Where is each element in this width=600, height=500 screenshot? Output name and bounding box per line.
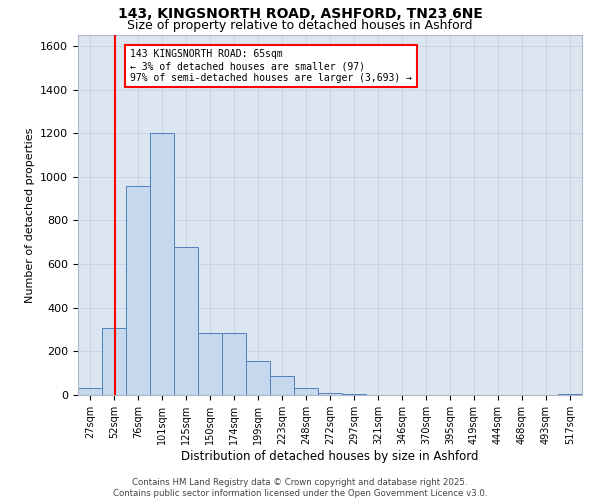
Bar xyxy=(558,394,582,395)
Bar xyxy=(318,393,342,395)
Bar xyxy=(270,376,294,395)
Text: Contains HM Land Registry data © Crown copyright and database right 2025.
Contai: Contains HM Land Registry data © Crown c… xyxy=(113,478,487,498)
Text: 143, KINGSNORTH ROAD, ASHFORD, TN23 6NE: 143, KINGSNORTH ROAD, ASHFORD, TN23 6NE xyxy=(118,8,482,22)
Bar xyxy=(78,388,102,395)
Bar xyxy=(342,394,366,395)
Bar xyxy=(294,388,318,395)
Bar xyxy=(174,246,198,395)
Text: Size of property relative to detached houses in Ashford: Size of property relative to detached ho… xyxy=(127,18,473,32)
Bar xyxy=(198,333,222,395)
Bar xyxy=(126,186,150,395)
Bar xyxy=(222,333,246,395)
Text: 143 KINGSNORTH ROAD: 65sqm
← 3% of detached houses are smaller (97)
97% of semi-: 143 KINGSNORTH ROAD: 65sqm ← 3% of detac… xyxy=(130,50,412,82)
Bar xyxy=(150,133,174,395)
X-axis label: Distribution of detached houses by size in Ashford: Distribution of detached houses by size … xyxy=(181,450,479,463)
Bar xyxy=(102,328,126,395)
Y-axis label: Number of detached properties: Number of detached properties xyxy=(25,128,35,302)
Bar xyxy=(246,361,270,395)
